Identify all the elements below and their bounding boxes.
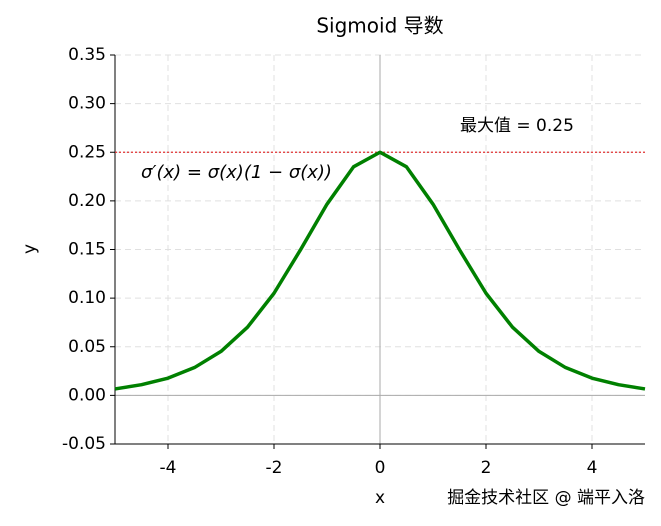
- x-tick-label: 2: [481, 458, 492, 478]
- y-tick-label: 0.20: [68, 191, 106, 211]
- y-tick-label: 0.25: [68, 142, 106, 162]
- y-tick-label: 0.15: [68, 240, 106, 260]
- y-tick-label: 0.35: [68, 45, 106, 65]
- y-tick-label: 0.05: [68, 337, 106, 357]
- chart-title: Sigmoid 导数: [316, 14, 443, 38]
- annotation: 最大值 = 0.25: [460, 116, 574, 136]
- series-label: σ′(x) = σ(x)(1 − σ(x)): [141, 162, 332, 183]
- y-tick-label: 0.30: [68, 94, 106, 114]
- y-tick-label: 0.10: [68, 288, 106, 308]
- x-axis-label: x: [375, 488, 385, 508]
- y-tick-label: -0.05: [62, 434, 106, 454]
- x-tick-label: 0: [375, 458, 386, 478]
- x-tick-label: -2: [266, 458, 283, 478]
- watermark: 掘金技术社区 @ 端平入洛: [447, 488, 645, 508]
- x-tick-label: -4: [160, 458, 177, 478]
- y-tick-label: 0.00: [68, 385, 106, 405]
- line: [114, 150, 646, 391]
- x-tick-label: 4: [587, 458, 598, 478]
- y-axis-label: y: [20, 244, 40, 254]
